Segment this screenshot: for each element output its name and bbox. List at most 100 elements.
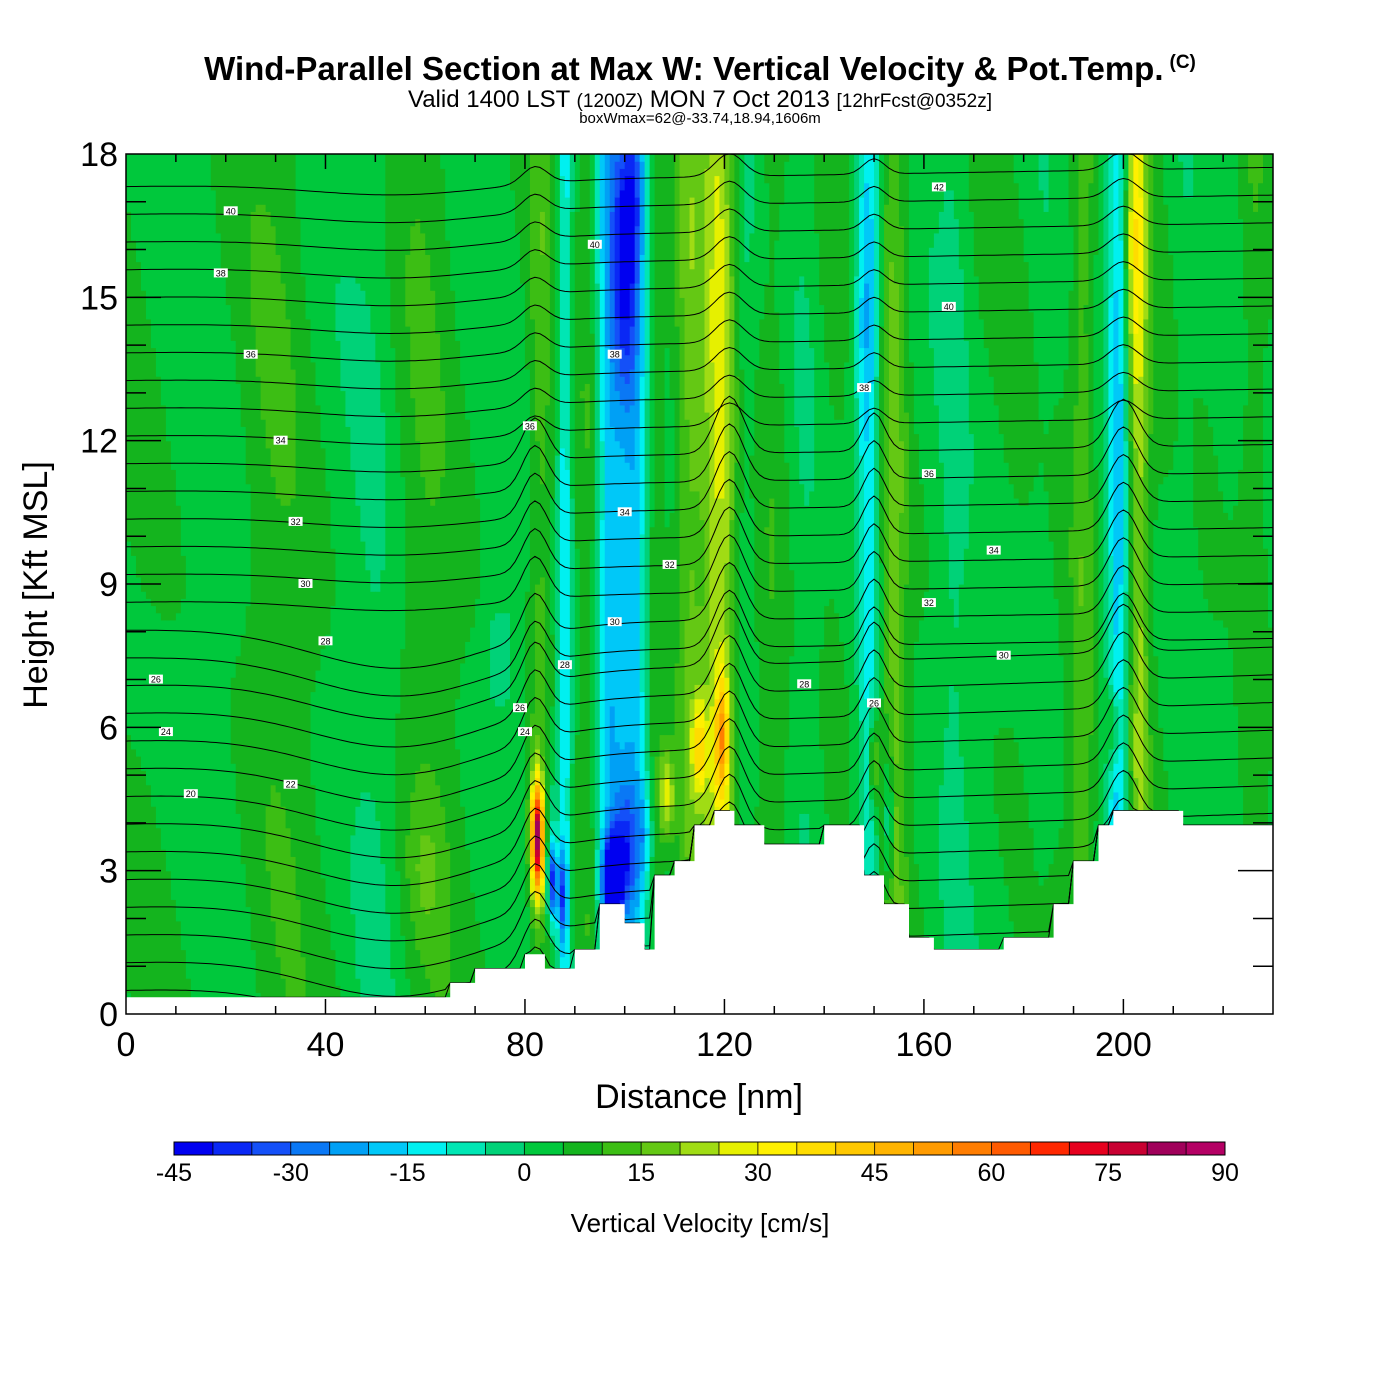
- velocity-cell: [460, 154, 466, 384]
- velocity-cell: [510, 189, 516, 1014]
- velocity-cell: [215, 232, 222, 1014]
- velocity-cell: [534, 885, 541, 893]
- velocity-cell: [689, 727, 696, 764]
- velocity-cell: [1153, 655, 1159, 943]
- velocity-cell: [250, 154, 257, 212]
- velocity-cell: [140, 591, 147, 771]
- velocity-cell: [1088, 498, 1095, 736]
- y-tick-label: 12: [80, 423, 118, 461]
- velocity-cell: [1123, 189, 1129, 270]
- velocity-cell: [953, 154, 960, 220]
- velocity-cell: [624, 412, 631, 463]
- velocity-cell: [534, 856, 541, 865]
- velocity-cell: [310, 361, 317, 693]
- velocity-cell: [1028, 827, 1035, 972]
- velocity-cell: [764, 533, 770, 915]
- velocity-cell: [684, 419, 691, 621]
- velocity-cell: [1108, 684, 1115, 700]
- velocity-cell: [430, 842, 436, 908]
- velocity-cell: [415, 870, 421, 951]
- velocity-cell: [699, 684, 706, 700]
- velocity-cell: [549, 498, 556, 635]
- velocity-cell: [609, 426, 616, 707]
- velocity-cell: [145, 598, 152, 786]
- velocity-cell: [839, 419, 845, 642]
- velocity-cell: [629, 326, 636, 370]
- velocity-cell: [719, 698, 726, 714]
- velocity-cell: [255, 376, 262, 994]
- velocity-cell: [1003, 727, 1010, 886]
- terrain: [126, 810, 1273, 1014]
- velocity-cell: [599, 849, 606, 865]
- velocity-cell: [534, 748, 541, 764]
- y-tick-label: 3: [99, 853, 118, 891]
- velocity-cell: [505, 612, 511, 700]
- velocity-cell: [759, 154, 765, 320]
- velocity-cell: [859, 197, 865, 298]
- contour-label-bg: [941, 301, 956, 311]
- theta-contour: [126, 399, 1273, 445]
- velocity-cell: [225, 304, 232, 1014]
- velocity-cell: [290, 498, 297, 857]
- velocity-cell: [549, 863, 556, 872]
- theta-contour: [126, 659, 1273, 776]
- theta-contour: [126, 450, 1273, 528]
- velocity-cell: [549, 834, 556, 843]
- velocity-cell: [908, 361, 915, 1014]
- velocity-cell: [539, 154, 546, 212]
- velocity-cell: [430, 770, 436, 843]
- velocity-cell: [659, 154, 666, 736]
- velocity-cell: [554, 920, 561, 929]
- velocity-cell: [769, 154, 775, 499]
- velocity-cell: [973, 275, 980, 936]
- velocity-cell: [574, 734, 581, 1008]
- velocity-cell: [913, 433, 920, 642]
- velocity-cell: [579, 390, 586, 399]
- colorbar-swatch: [1069, 1142, 1109, 1155]
- velocity-cell: [893, 154, 900, 284]
- velocity-cell: [629, 899, 636, 929]
- velocity-cell: [719, 727, 726, 750]
- velocity-cell: [609, 820, 616, 829]
- velocity-cell: [165, 619, 172, 872]
- velocity-cell: [664, 748, 671, 764]
- velocity-cell: [315, 404, 322, 671]
- velocity-cell: [235, 813, 242, 1014]
- velocity-cell: [884, 870, 890, 900]
- velocity-cell: [350, 913, 356, 1014]
- velocity-cell: [375, 820, 381, 1014]
- velocity-cell: [584, 447, 591, 915]
- velocity-cell: [245, 605, 252, 908]
- velocity-cell: [135, 154, 142, 263]
- velocity-cell: [854, 154, 860, 277]
- velocity-cell: [534, 440, 541, 585]
- velocity-cell: [1018, 218, 1025, 506]
- velocity-cell: [859, 297, 865, 349]
- velocity-cell: [1148, 433, 1154, 736]
- velocity-cell: [639, 691, 646, 779]
- velocity-cell: [604, 842, 611, 850]
- velocity-cell: [689, 698, 696, 728]
- velocity-cell: [699, 727, 706, 771]
- velocity-cell: [165, 154, 172, 442]
- contour-label-bg: [857, 383, 872, 393]
- velocity-cell: [330, 154, 337, 549]
- velocity-cell: [240, 634, 247, 865]
- velocity-cell: [1133, 268, 1139, 334]
- velocity-cell: [629, 784, 636, 814]
- velocity-cell: [1208, 612, 1214, 865]
- velocity-cell: [594, 154, 601, 284]
- contour-label: 24: [518, 727, 532, 737]
- velocity-cell: [639, 842, 646, 872]
- velocity-cell: [654, 756, 661, 807]
- velocity-cell: [1128, 211, 1134, 270]
- velocity-cell: [1028, 490, 1035, 829]
- velocity-cell: [624, 318, 631, 356]
- velocity-cell: [345, 154, 352, 277]
- velocity-cell: [150, 154, 157, 349]
- velocity-cell: [539, 877, 546, 886]
- velocity-cell: [619, 820, 626, 836]
- velocity-cell: [1038, 154, 1045, 191]
- velocity-cell: [405, 154, 411, 255]
- velocity-cell: [475, 920, 481, 1014]
